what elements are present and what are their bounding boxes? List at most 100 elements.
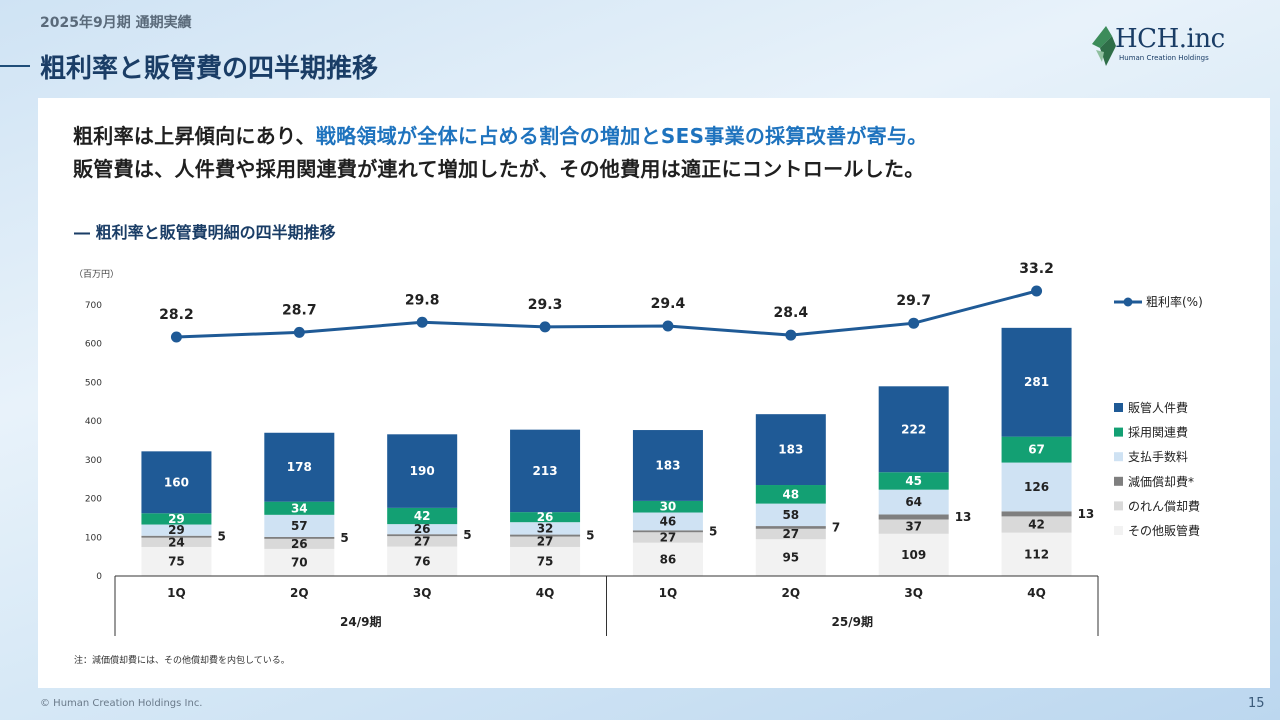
bar-segment [510,546,581,576]
bar-segment [878,386,949,473]
bar-value-label: 5 [709,524,717,538]
legend-label: 粗利率(%) [1146,294,1203,309]
legend-swatch [1114,427,1123,437]
bar-value-label: 183 [655,458,680,472]
bar-segment [1001,436,1072,463]
bar-value-label: 27 [660,530,677,544]
bar-segment [264,548,335,576]
bar-value-label: 75 [537,554,554,568]
gross-margin-point [416,316,428,328]
y-tick-label: 600 [85,340,102,350]
bar-segment [387,507,458,525]
y-tick-label: 700 [85,301,102,311]
bar-value-label: 32 [537,521,554,535]
bar-value-label: 95 [782,551,799,565]
bar-value-label: 57 [291,519,308,533]
bar-segment [1001,532,1072,576]
bar-segment [1001,327,1072,437]
bar-segment [878,489,949,515]
bar-segment [1001,462,1072,512]
bar-segment [755,526,826,529]
bar-segment [755,539,826,576]
header-subtitle: 2025年9月期 通期実績 [40,15,192,31]
bar-segment [632,530,703,533]
bar-value-label: 5 [340,531,348,545]
bar-value-label: 42 [414,509,431,523]
bar-value-label: 126 [1024,480,1049,494]
bar-segment [878,472,949,490]
lead-line-1: 粗利率は上昇傾向にあり、戦略領域が全体に占める割合の増加とSES事業の採算改善が… [73,120,928,149]
bar-value-label: 86 [660,552,677,566]
bar-value-label: 26 [414,522,431,536]
bar-segment [632,500,703,513]
bar-value-label: 109 [901,548,926,562]
gross-margin-label: 28.4 [774,305,809,321]
bar-segment [510,536,581,547]
gross-margin-label: 29.7 [896,293,931,309]
bar-value-label: 27 [537,535,554,549]
y-tick-label: 400 [85,417,102,427]
bar-segment [387,434,458,508]
bar-segment [141,451,212,514]
bar-value-label: 190 [410,464,435,478]
x-category-label: 1Q [659,586,678,600]
y-tick-label: 100 [85,533,102,543]
chart-unit-label: （百万円） [74,270,120,280]
bar-segment [141,546,212,576]
x-group-label: 25/9期 [832,614,873,629]
bar-segment [264,536,335,539]
bar-segment [264,514,335,537]
header-accent-line [0,65,30,67]
legend-label: 販管人件費 [1128,400,1188,415]
bar-value-label: 70 [291,555,308,569]
bar-value-label: 13 [955,510,972,524]
gross-margin-line [176,289,1037,339]
bar-segment [387,546,458,576]
gross-margin-point [908,317,920,329]
bar-segment [510,522,581,535]
bar-value-label: 48 [782,487,799,501]
gross-margin-point [539,321,551,333]
bar-value-label: 112 [1024,547,1049,561]
lead-line-1-accent: 戦略領域が全体に占める割合の増加とSES事業の採算改善が寄与。 [315,124,928,148]
bar-value-label: 5 [217,530,225,544]
legend-swatch [1114,526,1123,535]
bar-segment [264,538,335,549]
bar-value-label: 37 [905,520,922,534]
bar-segment [387,524,458,535]
bar-value-label: 76 [414,554,431,568]
x-category-label: 3Q [413,586,432,600]
logo-name: HCH.inc [1115,24,1225,54]
legend-label: 採用関連費 [1128,425,1188,440]
legend-swatch [1114,403,1123,412]
bar-value-label: 5 [586,529,594,543]
bar-segment [387,536,458,547]
bar-value-label: 42 [1028,518,1045,532]
gross-margin-point [1031,285,1043,297]
x-category-label: 2Q [290,586,309,600]
bar-value-label: 45 [905,474,922,488]
section-title: ― 粗利率と販管費明細の四半期推移 [74,223,336,242]
bar-value-label: 178 [287,460,312,474]
bar-segment [755,485,826,504]
lead-line-1-plain: 粗利率は上昇傾向にあり、 [73,124,316,148]
bar-value-label: 29 [168,512,185,526]
bar-segment [755,503,826,527]
legend-label: 減価償却費* [1128,474,1194,489]
bar-segment [264,432,335,502]
bar-value-label: 26 [537,510,554,524]
bar-value-label: 64 [905,495,922,509]
x-category-label: 3Q [904,586,923,600]
footnote: 注：減価償却費には、その他償却費を内包している。 [74,656,290,666]
bar-value-label: 58 [782,508,799,522]
gross-margin-point [662,320,674,332]
bar-value-label: 183 [778,443,803,457]
logo-mark-icon [1092,26,1116,66]
bar-segment [755,528,826,540]
bar-segment [755,414,826,486]
bar-value-label: 26 [291,537,308,551]
bar-segment [878,533,949,576]
x-category-label: 4Q [1027,586,1046,600]
bar-value-label: 13 [1078,507,1095,521]
